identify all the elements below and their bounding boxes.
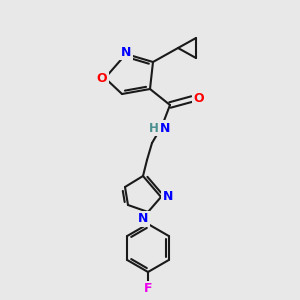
Text: N: N (138, 212, 148, 226)
Text: N: N (121, 46, 131, 59)
Text: O: O (97, 73, 107, 85)
Text: N: N (163, 190, 173, 203)
Text: N: N (160, 122, 170, 134)
Text: H: H (149, 122, 159, 134)
Text: O: O (194, 92, 204, 106)
Text: F: F (144, 283, 152, 296)
